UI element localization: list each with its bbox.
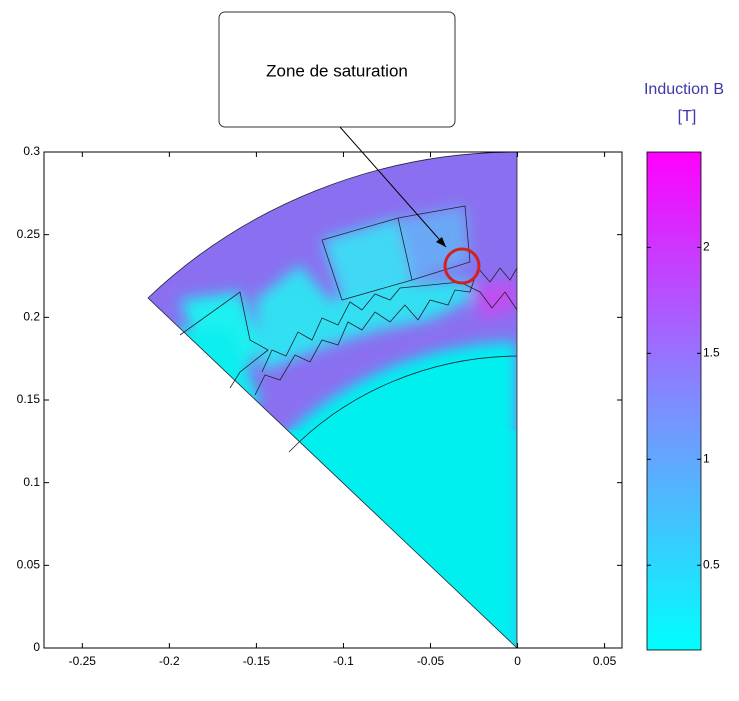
colorbar-tick-label: 1 (703, 451, 710, 465)
x-tick-label: 0.05 (593, 654, 617, 668)
y-tick-label: 0.05 (17, 558, 41, 572)
annotation-arrow (339, 126, 447, 248)
y-tick-label: 0.3 (23, 144, 40, 158)
y-tick-label: 0.2 (23, 310, 40, 324)
saturation-marker (443, 247, 481, 285)
x-tick-label: -0.2 (159, 654, 180, 668)
annotation-box (218, 11, 456, 128)
field-plot (43, 151, 623, 649)
x-tick-label: -0.25 (69, 654, 97, 668)
y-tick-label: 0.1 (23, 475, 40, 489)
colorbar (646, 151, 702, 651)
colorbar-tick-label: 1.5 (703, 345, 720, 359)
colorbar-title: Induction B (644, 81, 724, 98)
y-tick-label: 0.15 (17, 392, 41, 406)
x-tick-label: -0.1 (333, 654, 354, 668)
arrow-head (436, 237, 446, 247)
y-tick-label: 0.25 (17, 227, 41, 241)
mesh-outlines (147, 151, 518, 649)
colorbar-unit: [T] (678, 108, 697, 125)
annotation-text: Zone de saturation (266, 61, 408, 80)
y-tick-label: 0 (33, 640, 40, 654)
annotation: Zone de saturation (218, 11, 481, 285)
x-tick-label: -0.15 (243, 654, 271, 668)
x-tick-label: 0 (514, 654, 521, 668)
x-tick-label: -0.05 (417, 654, 445, 668)
colorbar-tick-label: 0.5 (703, 557, 720, 571)
colorbar-tick-label: 2 (703, 240, 710, 254)
